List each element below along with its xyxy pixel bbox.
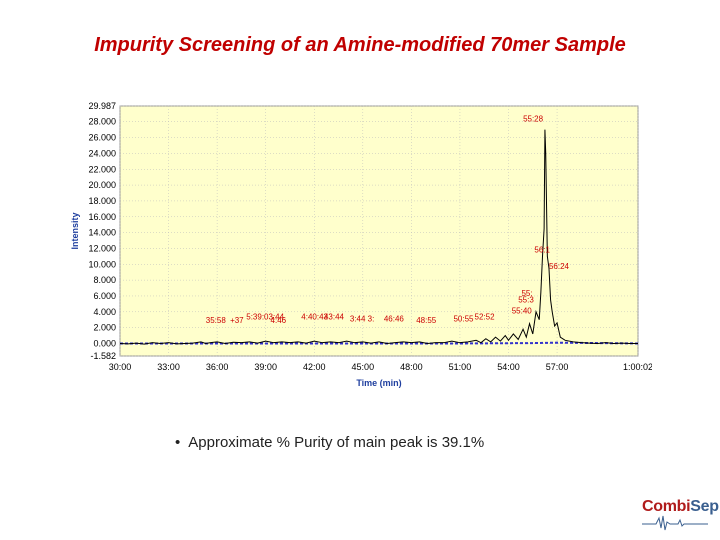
x-axis-label: Time (min) — [356, 378, 401, 388]
peak-annotation: 55:28 — [523, 115, 544, 124]
y-tick-label: 2.000 — [93, 323, 116, 333]
x-tick-label: 57:00 — [546, 362, 569, 372]
y-tick-label: 28.000 — [88, 117, 116, 127]
x-tick-label: 39:00 — [254, 362, 277, 372]
peak-annotation: 43:44 — [324, 313, 345, 322]
peak-annotation: 56:1 — [534, 245, 550, 254]
peak-annotation: 56:24 — [549, 262, 570, 271]
peak-annotation: 3: — [368, 314, 375, 323]
y-tick-label: 12.000 — [88, 243, 116, 253]
plot-area — [119, 105, 639, 357]
x-tick-label: 33:00 — [157, 362, 180, 372]
y-tick-label: 0.000 — [93, 338, 116, 348]
x-tick-label: 1:00:02 — [623, 362, 652, 372]
logo-text: CombiSep — [642, 498, 719, 516]
y-tick-label: 22.000 — [88, 164, 116, 174]
peak-annotation: +37 — [230, 316, 244, 325]
y-tick-label: 18.000 — [88, 196, 116, 206]
y-tick-label: 6.000 — [93, 291, 116, 301]
y-tick-label: 4.000 — [93, 307, 116, 317]
x-tick-label: 30:00 — [109, 362, 132, 372]
peak-annotation: 3:44 — [350, 314, 366, 323]
peak-annotation: 55: — [521, 289, 532, 298]
peak-annotation: 4:40:43 — [301, 313, 328, 322]
combisep-logo: CombiSep — [612, 496, 719, 536]
peak-annotation: 46:46 — [384, 314, 405, 323]
logo-trace-line — [642, 515, 708, 531]
x-tick-label: 45:00 — [352, 362, 375, 372]
peak-annotation: 5:39:03:44 — [246, 313, 284, 322]
peak-annotation: 55:40 — [512, 306, 533, 315]
y-tick-label: 24.000 — [88, 148, 116, 158]
series-line — [120, 341, 639, 345]
x-tick-label: 51:00 — [449, 362, 472, 372]
x-tick-label: 48:00 — [400, 362, 423, 372]
y-tick-label: 16.000 — [88, 212, 116, 222]
peak-annotation: 50:55 — [453, 314, 474, 323]
peak-annotation: 48:55 — [416, 316, 437, 325]
slide-title: Impurity Screening of an Amine-modified … — [94, 34, 626, 56]
y-tick-label: 26.000 — [88, 133, 116, 143]
chart-svg: 29.987 28.000 26.000 24.000 22.000 20.000 18.0… — [70, 101, 652, 388]
y-tick-label: -1.582 — [90, 351, 116, 361]
x-tick-label: 36:00 — [206, 362, 229, 372]
purity-bullet: • Approximate % Purity of main peak is 39… — [175, 434, 484, 451]
peak-annotation: 52:52 — [475, 313, 496, 322]
logo-text-part2: Sep — [690, 498, 719, 515]
logo-text-part1: Combi — [642, 498, 691, 515]
chromatogram-chart: 29.987 28.000 26.000 24.000 22.000 20.000 18.0… — [66, 100, 652, 396]
x-tick-label: 54:00 — [497, 362, 520, 372]
peak-annotation: 4:46 — [271, 316, 287, 325]
peak-annotation: 35:58 — [206, 316, 227, 325]
x-tick-label: 42:00 — [303, 362, 326, 372]
y-tick-label: 20.000 — [88, 180, 116, 190]
y-tick-label: 29.987 — [88, 101, 116, 111]
peak-annotation: 55:3 — [518, 295, 534, 304]
logo-trace-icon — [642, 515, 708, 531]
y-tick-label: 14.000 — [88, 228, 116, 238]
bullet-dot-icon: • — [175, 434, 181, 451]
y-tick-label: 10.000 — [88, 259, 116, 269]
y-axis-label: Intensity — [70, 212, 80, 249]
series-line — [119, 129, 638, 345]
purity-text: Approximate % Purity of main peak is 39.… — [188, 434, 485, 451]
y-tick-label: 8.000 — [93, 275, 116, 285]
